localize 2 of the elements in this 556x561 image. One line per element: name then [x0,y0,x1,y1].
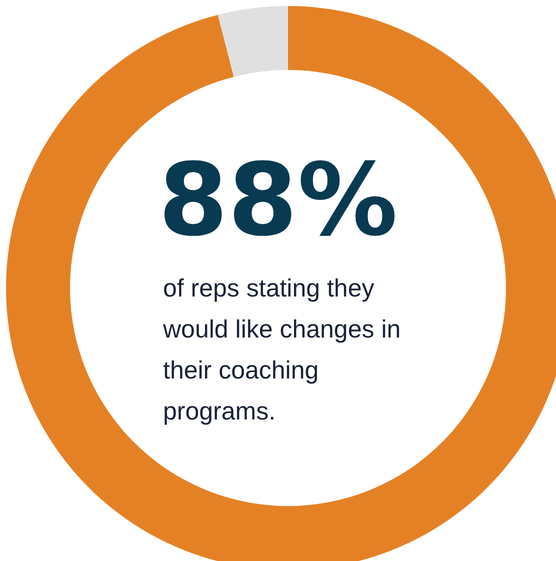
text: 88% [158,142,398,258]
text: of reps stating they would like changes in their coaching programs. [162,274,408,426]
